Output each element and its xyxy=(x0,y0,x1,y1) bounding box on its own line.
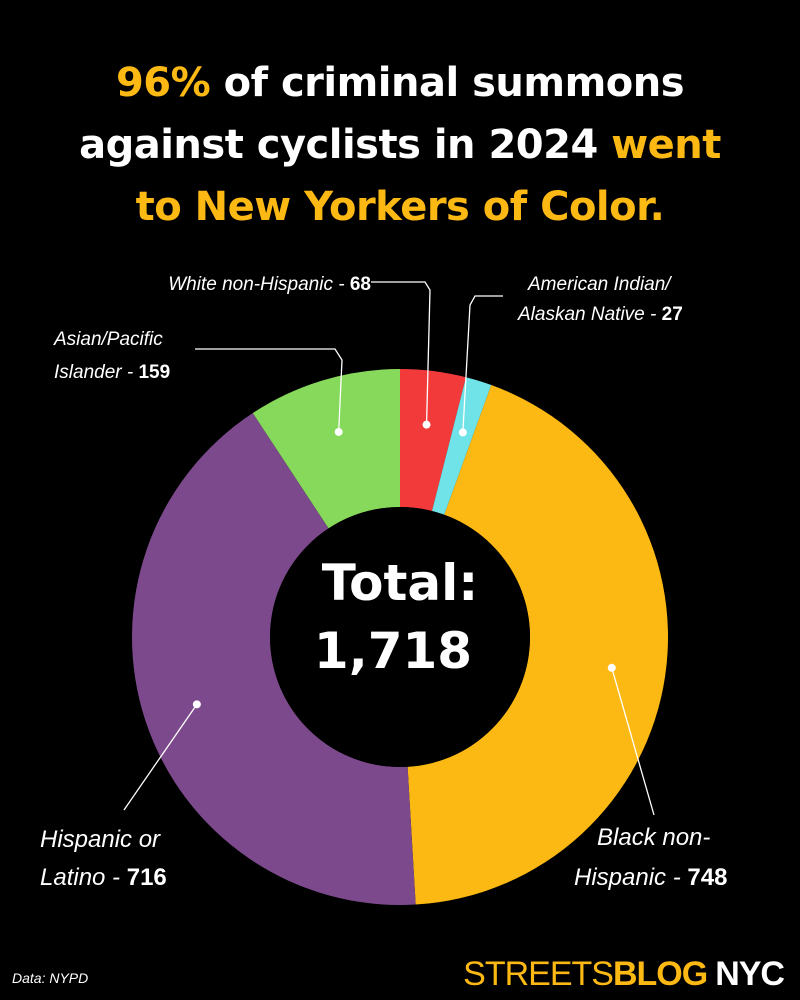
title-highlight-3: to New Yorkers of Color. xyxy=(135,184,665,230)
donut-slices xyxy=(132,369,668,905)
brand-logo: STREETSBLOG NYC xyxy=(463,955,785,994)
slice-asian-pacific-islander xyxy=(252,369,400,529)
leader-dot xyxy=(458,428,467,437)
slice-black-non-hispanic xyxy=(407,385,668,905)
slice-label-line: White non-Hispanic - 68 xyxy=(168,274,371,295)
slice-label-line: Islander - 159 xyxy=(54,362,170,383)
slice-label-line: Hispanic - 748 xyxy=(574,864,727,891)
leader-line xyxy=(371,281,431,425)
brand-part-3: NYC xyxy=(715,955,785,993)
data-source: Data: NYPD xyxy=(12,970,89,986)
brand-part-1: STREETS xyxy=(463,955,614,993)
center-total-label: Total: xyxy=(322,554,479,612)
leader-dot xyxy=(334,427,343,436)
title-text-2: against cyclists in 2024 xyxy=(79,122,612,168)
slice-value-label: 716 xyxy=(127,864,167,891)
slice-label-line: Alaskan Native - 27 xyxy=(517,304,683,325)
slice-label-line: Latino - 716 xyxy=(40,864,167,891)
brand-part-2: BLOG xyxy=(612,955,708,993)
chart-title: 96% of criminal summons against cyclists… xyxy=(0,52,800,238)
title-highlight-went: went xyxy=(611,122,721,168)
slice-value-label: 27 xyxy=(662,304,683,325)
leader-dot xyxy=(607,663,616,672)
slice-white-non-hispanic xyxy=(400,369,466,511)
leader-dot xyxy=(192,700,201,709)
donut-hole xyxy=(270,507,530,767)
slice-labels: White non-Hispanic - 68 American Indian/A… xyxy=(40,274,727,891)
slice-label-line: Hispanic or xyxy=(40,826,161,853)
slice-label-line: Asian/Pacific xyxy=(53,329,163,350)
slice-value-label: 68 xyxy=(350,274,371,295)
label-leader-lines xyxy=(123,281,655,816)
slice-value-label: 748 xyxy=(687,864,727,891)
leader-line xyxy=(611,667,655,816)
slice-label-line: Black non- xyxy=(597,824,710,851)
slice-label-line: American Indian/ xyxy=(527,274,672,295)
slice-value-label: 159 xyxy=(138,362,170,383)
title-highlight-percent: 96% xyxy=(115,60,211,106)
title-text-1: of criminal summons xyxy=(210,60,685,106)
slice-american-indian-alaskan-native xyxy=(431,377,492,515)
leader-dot xyxy=(422,420,431,429)
slice-hispanic-or-latino xyxy=(132,413,416,905)
leader-line xyxy=(195,348,343,433)
leader-line xyxy=(462,295,503,433)
leader-line xyxy=(123,703,198,811)
center-total-value: 1,718 xyxy=(314,622,472,680)
